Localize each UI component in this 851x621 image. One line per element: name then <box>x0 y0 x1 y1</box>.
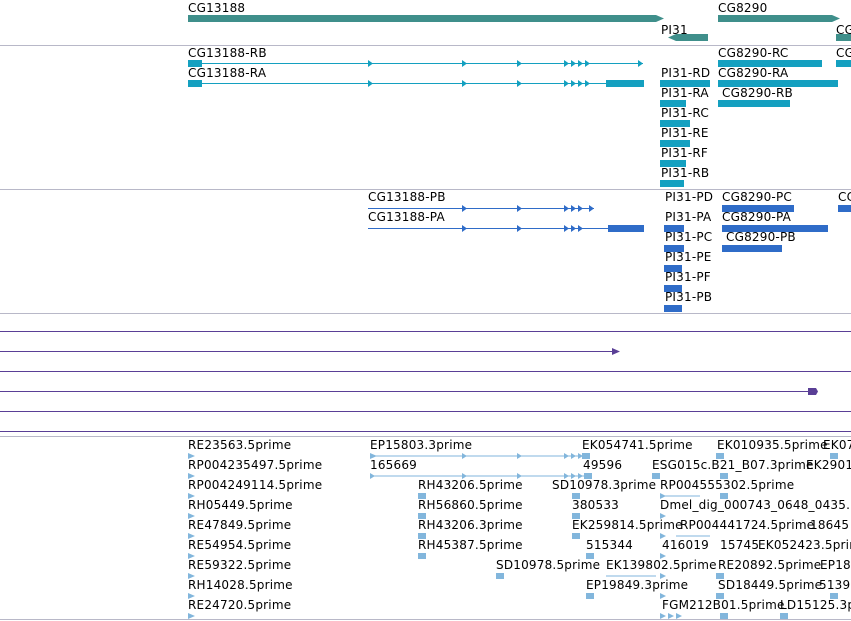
est-label[interactable]: EK054741.5prime <box>582 438 693 452</box>
est-label[interactable]: 49596 <box>583 458 623 472</box>
est-label[interactable]: 18645 <box>810 518 850 532</box>
gene-feature-cg-edge[interactable] <box>836 34 851 41</box>
est-label[interactable]: RH43206.3prime <box>418 518 523 532</box>
est-label[interactable]: RP004235497.5prime <box>188 458 323 472</box>
est-label[interactable]: RP004441724.5prime <box>680 518 815 532</box>
transcript-cg13188-ra[interactable] <box>188 80 644 87</box>
est-label[interactable]: RP004555302.5prime <box>660 478 795 492</box>
protein-label[interactable]: PI31-PB <box>665 290 713 304</box>
est-label[interactable]: RP004249114.5prime <box>188 478 323 492</box>
est-label[interactable]: LD15125.3prime <box>780 598 851 612</box>
est-right-group[interactable] <box>606 453 838 619</box>
est-label[interactable]: FGM212B01.5prime <box>662 598 785 612</box>
protein-pi31[interactable] <box>664 225 684 312</box>
gene-label-pi31[interactable]: PI31 <box>661 23 688 37</box>
est-label[interactable]: EK010935.5prime <box>717 438 828 452</box>
est-left-column[interactable] <box>188 453 195 619</box>
est-label[interactable]: RH14028.5prime <box>188 578 293 592</box>
protein-cg13188-pa[interactable] <box>368 225 644 232</box>
protein-label[interactable]: CG8290-PC <box>722 190 792 204</box>
transcript-label[interactable]: PI31-RB <box>661 166 710 180</box>
est-label[interactable]: 5139 <box>819 578 851 592</box>
est-label[interactable]: RE54954.5prime <box>188 538 292 552</box>
est-label[interactable]: 380533 <box>572 498 620 512</box>
transcript-cg8290[interactable] <box>718 60 851 107</box>
transcript-label[interactable]: PI31-RF <box>661 146 709 160</box>
transcript-cg13188-rb[interactable] <box>188 60 643 67</box>
gene-label-cg-edge[interactable]: CG <box>836 23 851 37</box>
gene-feature-pi31[interactable] <box>668 34 708 41</box>
protein-label[interactable]: PI31-PE <box>665 250 712 264</box>
transcript-label[interactable]: PI31-RE <box>661 126 709 140</box>
est-label[interactable]: EK259814.5prime <box>572 518 683 532</box>
protein-label[interactable]: CC <box>838 190 851 204</box>
est-rh-group[interactable] <box>418 493 504 579</box>
est-label[interactable]: RE23563.5prime <box>188 438 292 452</box>
est-label[interactable]: RE24720.5prime <box>188 598 292 612</box>
est-label[interactable]: RH45387.5prime <box>418 538 523 552</box>
protein-cg13188-pb[interactable] <box>368 205 594 212</box>
transcript-label[interactable]: CG8290-RC <box>718 46 789 60</box>
est-label[interactable]: EK139802.5prime <box>606 558 717 572</box>
est-label[interactable]: 515344 <box>586 538 634 552</box>
est-label[interactable]: ESG015c.B21_B07.3prime <box>652 458 814 472</box>
protein-track <box>368 205 851 312</box>
est-label[interactable]: RE20892.5prime <box>718 558 822 572</box>
est-label[interactable]: 165669 <box>370 458 418 472</box>
protein-label[interactable]: CG13188-PA <box>368 210 445 224</box>
est-label[interactable]: EP19849.3prime <box>586 578 689 592</box>
transcript-track <box>188 60 851 187</box>
feature-line-arrow[interactable] <box>0 348 620 355</box>
protein-label[interactable]: PI31-PF <box>665 270 711 284</box>
est-center-group[interactable] <box>572 453 594 599</box>
other-feature-track <box>0 331 851 432</box>
protein-label[interactable]: CG8290-PA <box>722 210 792 224</box>
est-label[interactable]: RH43206.5prime <box>418 478 523 492</box>
gene-label-cg8290[interactable]: CG8290 <box>718 1 768 15</box>
feature-line-box[interactable] <box>0 388 818 395</box>
gene-feature-cg13188[interactable] <box>188 15 664 22</box>
est-ep15803[interactable] <box>370 453 588 479</box>
est-track <box>188 453 838 619</box>
gene-feature-cg8290[interactable] <box>718 15 840 22</box>
transcript-label[interactable]: CG <box>836 46 851 60</box>
est-label[interactable]: EP18 <box>820 558 851 572</box>
transcript-label[interactable]: CG13188-RB <box>188 46 267 60</box>
transcript-label[interactable]: PI31-RC <box>661 106 709 120</box>
protein-label[interactable]: PI31-PC <box>665 230 713 244</box>
protein-label[interactable]: CG13188-PB <box>368 190 446 204</box>
transcript-label[interactable]: CG8290-RA <box>718 66 789 80</box>
transcript-pi31[interactable] <box>660 80 710 187</box>
est-label[interactable]: EK07 <box>823 438 851 452</box>
est-label[interactable]: EK052423.5prime <box>758 538 851 552</box>
protein-cg8290[interactable] <box>722 205 851 252</box>
est-label[interactable]: Dmel_dig_000743_0648_0435.1 <box>660 498 851 512</box>
protein-label[interactable]: PI31-PD <box>665 190 714 204</box>
gene-label-cg13188[interactable]: CG13188 <box>188 1 246 15</box>
protein-label[interactable]: PI31-PA <box>665 210 712 224</box>
est-label[interactable]: RH56860.5prime <box>418 498 523 512</box>
est-label[interactable]: SD10978.5prime <box>496 558 601 572</box>
est-label[interactable]: RH05449.5prime <box>188 498 293 512</box>
transcript-label[interactable]: CG8290-RB <box>722 86 793 100</box>
est-label[interactable]: EK2901 <box>806 458 851 472</box>
est-label[interactable]: RE47849.5prime <box>188 518 292 532</box>
est-label[interactable]: 15745 <box>720 538 760 552</box>
gene-track <box>188 15 851 41</box>
est-label[interactable]: 416019 <box>662 538 710 552</box>
est-label[interactable]: EP15803.3prime <box>370 438 473 452</box>
est-label[interactable]: SD10978.3prime <box>552 478 657 492</box>
est-label[interactable]: RE59322.5prime <box>188 558 292 572</box>
protein-label[interactable]: CG8290-PB <box>726 230 796 244</box>
est-label[interactable]: SD18449.5prime <box>718 578 823 592</box>
transcript-label[interactable]: CG13188-RA <box>188 66 267 80</box>
transcript-label[interactable]: PI31-RD <box>661 66 711 80</box>
transcript-label[interactable]: PI31-RA <box>661 86 709 100</box>
track-separators <box>0 45 851 620</box>
